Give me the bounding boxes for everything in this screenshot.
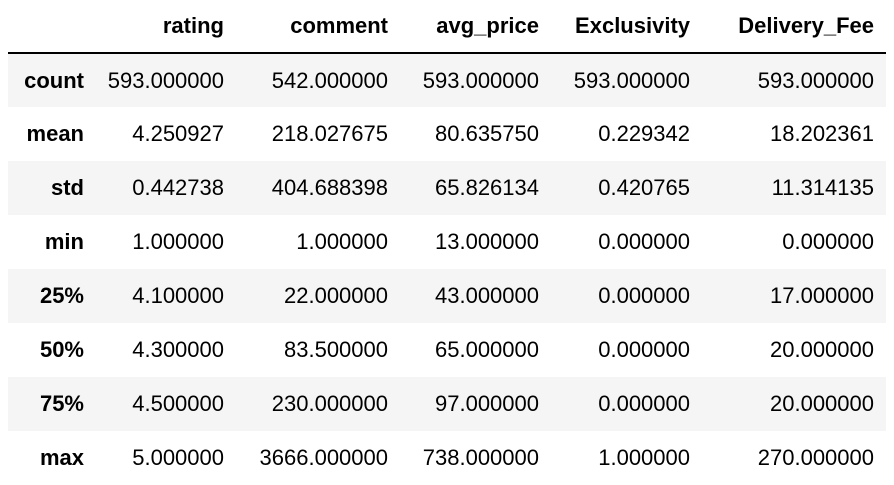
row-label: std: [51, 175, 84, 200]
table-cell: 0.229342: [598, 121, 690, 146]
table-cell: 17.000000: [770, 283, 874, 308]
table-cell: 542.000000: [271, 67, 388, 93]
table-cell: 1.000000: [598, 445, 690, 470]
table-cell: 97.000000: [435, 391, 539, 416]
table-cell: 65.826134: [435, 175, 539, 200]
table-row: 50% 4.300000 83.500000 65.000000 0.00000…: [8, 323, 886, 377]
describe-table: rating comment avg_price Exclusivity Del…: [8, 0, 886, 485]
table-cell: 20.000000: [770, 337, 874, 362]
table-cell: 4.250927: [132, 121, 224, 146]
column-header-comment: comment: [236, 0, 400, 54]
table-cell: 13.000000: [435, 229, 539, 254]
table-cell: 22.000000: [284, 283, 388, 308]
row-label: 50%: [39, 337, 84, 362]
row-label: max: [39, 445, 84, 470]
table-cell: 11.314135: [771, 175, 874, 200]
column-header-delivery-fee: Delivery_Fee: [702, 0, 886, 54]
table-cell: 218.027675: [271, 121, 388, 146]
table-cell: 1.000000: [132, 229, 224, 254]
table-cell: 0.420765: [598, 175, 690, 200]
table-row: max 5.000000 3666.000000 738.000000 1.00…: [8, 431, 886, 485]
table-cell: 80.635750: [435, 121, 539, 146]
table-cell: 593.000000: [107, 67, 224, 93]
table-cell: 0.000000: [782, 229, 874, 254]
table-row: 75% 4.500000 230.000000 97.000000 0.0000…: [8, 377, 886, 431]
header-row: rating comment avg_price Exclusivity Del…: [8, 0, 886, 54]
table-row: 25% 4.100000 22.000000 43.000000 0.00000…: [8, 269, 886, 323]
table-body: count 593.000000 542.000000 593.000000 5…: [8, 53, 886, 485]
table-cell: 83.500000: [284, 337, 388, 362]
table-row: std 0.442738 404.688398 65.826134 0.4207…: [8, 161, 886, 215]
table-cell: 20.000000: [770, 391, 874, 416]
table-cell: 593.000000: [422, 67, 539, 93]
table-cell: 230.000000: [271, 391, 388, 416]
row-label: mean: [26, 121, 84, 146]
table-cell: 404.688398: [271, 175, 388, 200]
column-header-rating: rating: [96, 0, 236, 54]
table-cell: 0.442738: [132, 175, 224, 200]
table-cell: 738.000000: [422, 445, 539, 470]
table-cell: 18.202361: [770, 121, 874, 146]
table-cell: 4.300000: [132, 337, 224, 362]
table-cell: 4.100000: [132, 283, 224, 308]
table-cell: 4.500000: [132, 391, 224, 416]
table-cell: 593.000000: [757, 67, 874, 93]
table-cell: 43.000000: [435, 283, 539, 308]
table-cell: 0.000000: [598, 283, 690, 308]
row-label: 25%: [39, 283, 84, 308]
row-label: 75%: [39, 391, 84, 416]
table-cell: 1.000000: [296, 229, 388, 254]
table-cell: 0.000000: [598, 337, 690, 362]
table-cell: 65.000000: [435, 337, 539, 362]
table-row: count 593.000000 542.000000 593.000000 5…: [8, 53, 886, 107]
table-cell: 5.000000: [132, 445, 224, 470]
table-header: rating comment avg_price Exclusivity Del…: [8, 0, 886, 54]
table-cell: 593.000000: [573, 67, 690, 93]
column-header-index: [8, 0, 96, 54]
table-cell: 270.000000: [757, 445, 874, 470]
table-row: min 1.000000 1.000000 13.000000 0.000000…: [8, 215, 886, 269]
table-cell: 0.000000: [598, 391, 690, 416]
row-label: count: [24, 67, 84, 93]
row-label: min: [44, 229, 84, 254]
dataframe-output: rating comment avg_price Exclusivity Del…: [8, 0, 886, 485]
column-header-exclusivity: Exclusivity: [551, 0, 702, 54]
table-cell: 0.000000: [598, 229, 690, 254]
column-header-avg-price: avg_price: [400, 0, 551, 54]
table-row: mean 4.250927 218.027675 80.635750 0.229…: [8, 107, 886, 161]
table-cell: 3666.000000: [259, 445, 388, 470]
